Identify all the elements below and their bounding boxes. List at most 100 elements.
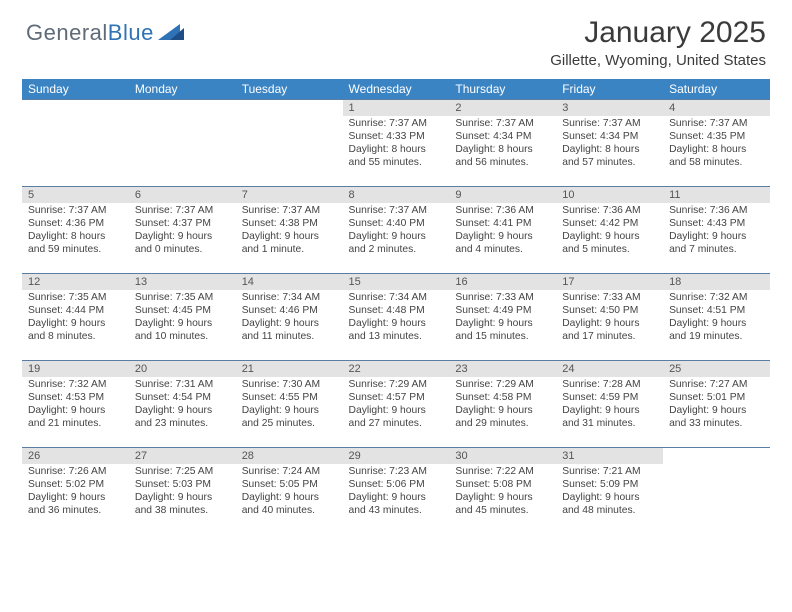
daylight-line: Daylight: 9 hours and 38 minutes.: [135, 492, 230, 518]
brand-name-part2: Blue: [108, 20, 154, 46]
day-number: 14: [236, 274, 343, 290]
day-number: 11: [663, 187, 770, 203]
brand-name-part1: General: [26, 20, 108, 46]
day-number: 19: [22, 361, 129, 377]
calendar-page: GeneralBlue January 2025 Gillette, Wyomi…: [0, 0, 792, 612]
day-body: Sunrise: 7:37 AMSunset: 4:38 PMDaylight:…: [236, 203, 343, 260]
sunrise-line: Sunrise: 7:34 AM: [349, 292, 444, 305]
daylight-line: Daylight: 9 hours and 19 minutes.: [669, 318, 764, 344]
calendar-cell: 18Sunrise: 7:32 AMSunset: 4:51 PMDayligh…: [663, 274, 770, 361]
calendar-cell: 24 Sunrise: 7:28 AMSunset: 4:59 PMDayligh…: [556, 361, 663, 448]
day-body: Sunrise: 7:29 AMSunset: 4:57 PMDaylight:…: [343, 377, 450, 434]
calendar-cell: [22, 100, 129, 187]
calendar-cell: 17Sunrise: 7:33 AMSunset: 4:50 PMDayligh…: [556, 274, 663, 361]
day-body: Sunrise: 7:32 AMSunset: 4:53 PMDaylight:…: [22, 377, 129, 434]
calendar-cell: 16Sunrise: 7:33 AMSunset: 4:49 PMDayligh…: [449, 274, 556, 361]
calendar-cell: 26Sunrise: 7:26 AMSunset: 5:02 PMDayligh…: [22, 448, 129, 535]
daylight-line: Daylight: 9 hours and 31 minutes.: [562, 405, 657, 431]
sunrise-line: Sunrise: 7:37 AM: [562, 118, 657, 131]
daylight-line: Daylight: 9 hours and 5 minutes.: [562, 231, 657, 257]
daylight-line: Daylight: 9 hours and 8 minutes.: [28, 318, 123, 344]
daylight-line: Daylight: 9 hours and 13 minutes.: [349, 318, 444, 344]
daylight-line: Daylight: 8 hours and 58 minutes.: [669, 144, 764, 170]
day-body: Sunrise: 7:25 AMSunset: 5:03 PMDaylight:…: [129, 464, 236, 521]
day-number: 30: [449, 448, 556, 464]
sunrise-line: Sunrise: 7:37 AM: [669, 118, 764, 131]
calendar-cell: 11Sunrise: 7:36 AMSunset: 4:43 PMDayligh…: [663, 187, 770, 274]
daylight-line: Daylight: 9 hours and 27 minutes.: [349, 405, 444, 431]
calendar-cell: 15Sunrise: 7:34 AMSunset: 4:48 PMDayligh…: [343, 274, 450, 361]
calendar-header-row: SundayMondayTuesdayWednesdayThursdayFrid…: [22, 79, 770, 100]
sunset-line: Sunset: 4:54 PM: [135, 392, 230, 405]
sunrise-line: Sunrise: 7:34 AM: [242, 292, 337, 305]
calendar-cell: [129, 100, 236, 187]
day-number: 17: [556, 274, 663, 290]
day-body: Sunrise: 7:37 AMSunset: 4:36 PMDaylight:…: [22, 203, 129, 260]
day-body: Sunrise: 7:30 AMSunset: 4:55 PMDaylight:…: [236, 377, 343, 434]
day-body: Sunrise: 7:34 AMSunset: 4:46 PMDaylight:…: [236, 290, 343, 347]
daylight-line: Daylight: 9 hours and 40 minutes.: [242, 492, 337, 518]
calendar-cell: 22Sunrise: 7:29 AMSunset: 4:57 PMDayligh…: [343, 361, 450, 448]
day-number: 23: [449, 361, 556, 377]
sunrise-line: Sunrise: 7:37 AM: [135, 205, 230, 218]
sunrise-line: Sunrise: 7:29 AM: [455, 379, 550, 392]
calendar-cell: 7Sunrise: 7:37 AMSunset: 4:38 PMDaylight…: [236, 187, 343, 274]
daylight-line: Daylight: 9 hours and 43 minutes.: [349, 492, 444, 518]
sunset-line: Sunset: 5:06 PM: [349, 479, 444, 492]
daylight-line: Daylight: 9 hours and 29 minutes.: [455, 405, 550, 431]
calendar-cell: 12Sunrise: 7:35 AMSunset: 4:44 PMDayligh…: [22, 274, 129, 361]
sunrise-line: Sunrise: 7:23 AM: [349, 466, 444, 479]
daylight-line: Daylight: 9 hours and 45 minutes.: [455, 492, 550, 518]
day-number: 2: [449, 100, 556, 116]
sunrise-line: Sunrise: 7:37 AM: [242, 205, 337, 218]
day-body: Sunrise: 7:37 AMSunset: 4:37 PMDaylight:…: [129, 203, 236, 260]
day-body: Sunrise: 7:37 AMSunset: 4:34 PMDaylight:…: [449, 116, 556, 173]
calendar-table: SundayMondayTuesdayWednesdayThursdayFrid…: [22, 79, 770, 534]
calendar-cell: 8Sunrise: 7:37 AMSunset: 4:40 PMDaylight…: [343, 187, 450, 274]
sunrise-line: Sunrise: 7:33 AM: [455, 292, 550, 305]
weekday-header: Thursday: [449, 79, 556, 100]
sunset-line: Sunset: 4:40 PM: [349, 218, 444, 231]
calendar-cell: 30Sunrise: 7:22 AMSunset: 5:08 PMDayligh…: [449, 448, 556, 535]
sunset-line: Sunset: 4:41 PM: [455, 218, 550, 231]
day-body: Sunrise: 7:26 AMSunset: 5:02 PMDaylight:…: [22, 464, 129, 521]
sunset-line: Sunset: 4:44 PM: [28, 305, 123, 318]
sunset-line: Sunset: 4:58 PM: [455, 392, 550, 405]
day-number: 24: [556, 361, 663, 377]
calendar-cell: 9Sunrise: 7:36 AMSunset: 4:41 PMDaylight…: [449, 187, 556, 274]
day-number: 1: [343, 100, 450, 116]
day-number: 10: [556, 187, 663, 203]
sunset-line: Sunset: 4:59 PM: [562, 392, 657, 405]
calendar-cell: 6Sunrise: 7:37 AMSunset: 4:37 PMDaylight…: [129, 187, 236, 274]
calendar-cell: 1Sunrise: 7:37 AMSunset: 4:33 PMDaylight…: [343, 100, 450, 187]
day-body: Sunrise: 7:35 AMSunset: 4:44 PMDaylight:…: [22, 290, 129, 347]
sunset-line: Sunset: 4:51 PM: [669, 305, 764, 318]
sunrise-line: Sunrise: 7:37 AM: [349, 205, 444, 218]
day-number: 4: [663, 100, 770, 116]
sunrise-line: Sunrise: 7:37 AM: [455, 118, 550, 131]
calendar-cell: 4Sunrise: 7:37 AMSunset: 4:35 PMDaylight…: [663, 100, 770, 187]
day-body: Sunrise: 7:37 AMSunset: 4:35 PMDaylight:…: [663, 116, 770, 173]
day-number: 31: [556, 448, 663, 464]
day-body: Sunrise: 7:36 AMSunset: 4:43 PMDaylight:…: [663, 203, 770, 260]
daylight-line: Daylight: 9 hours and 0 minutes.: [135, 231, 230, 257]
daylight-line: Daylight: 9 hours and 33 minutes.: [669, 405, 764, 431]
sunrise-line: Sunrise: 7:29 AM: [349, 379, 444, 392]
day-body: Sunrise: 7:37 AMSunset: 4:34 PMDaylight:…: [556, 116, 663, 173]
sunrise-line: Sunrise: 7:32 AM: [669, 292, 764, 305]
daylight-line: Daylight: 9 hours and 4 minutes.: [455, 231, 550, 257]
sunrise-line: Sunrise: 7:37 AM: [349, 118, 444, 131]
day-body: Sunrise: 7:36 AMSunset: 4:42 PMDaylight:…: [556, 203, 663, 260]
sunset-line: Sunset: 4:34 PM: [562, 131, 657, 144]
weekday-header: Saturday: [663, 79, 770, 100]
sunrise-line: Sunrise: 7:36 AM: [669, 205, 764, 218]
sunset-line: Sunset: 5:03 PM: [135, 479, 230, 492]
calendar-body: 1Sunrise: 7:37 AMSunset: 4:33 PMDaylight…: [22, 100, 770, 535]
day-number: 7: [236, 187, 343, 203]
sunrise-line: Sunrise: 7:22 AM: [455, 466, 550, 479]
sunrise-line: Sunrise: 7:28 AM: [562, 379, 657, 392]
calendar-cell: 2Sunrise: 7:37 AMSunset: 4:34 PMDaylight…: [449, 100, 556, 187]
day-body: Sunrise: 7:34 AMSunset: 4:48 PMDaylight:…: [343, 290, 450, 347]
day-number: 29: [343, 448, 450, 464]
day-number: 26: [22, 448, 129, 464]
